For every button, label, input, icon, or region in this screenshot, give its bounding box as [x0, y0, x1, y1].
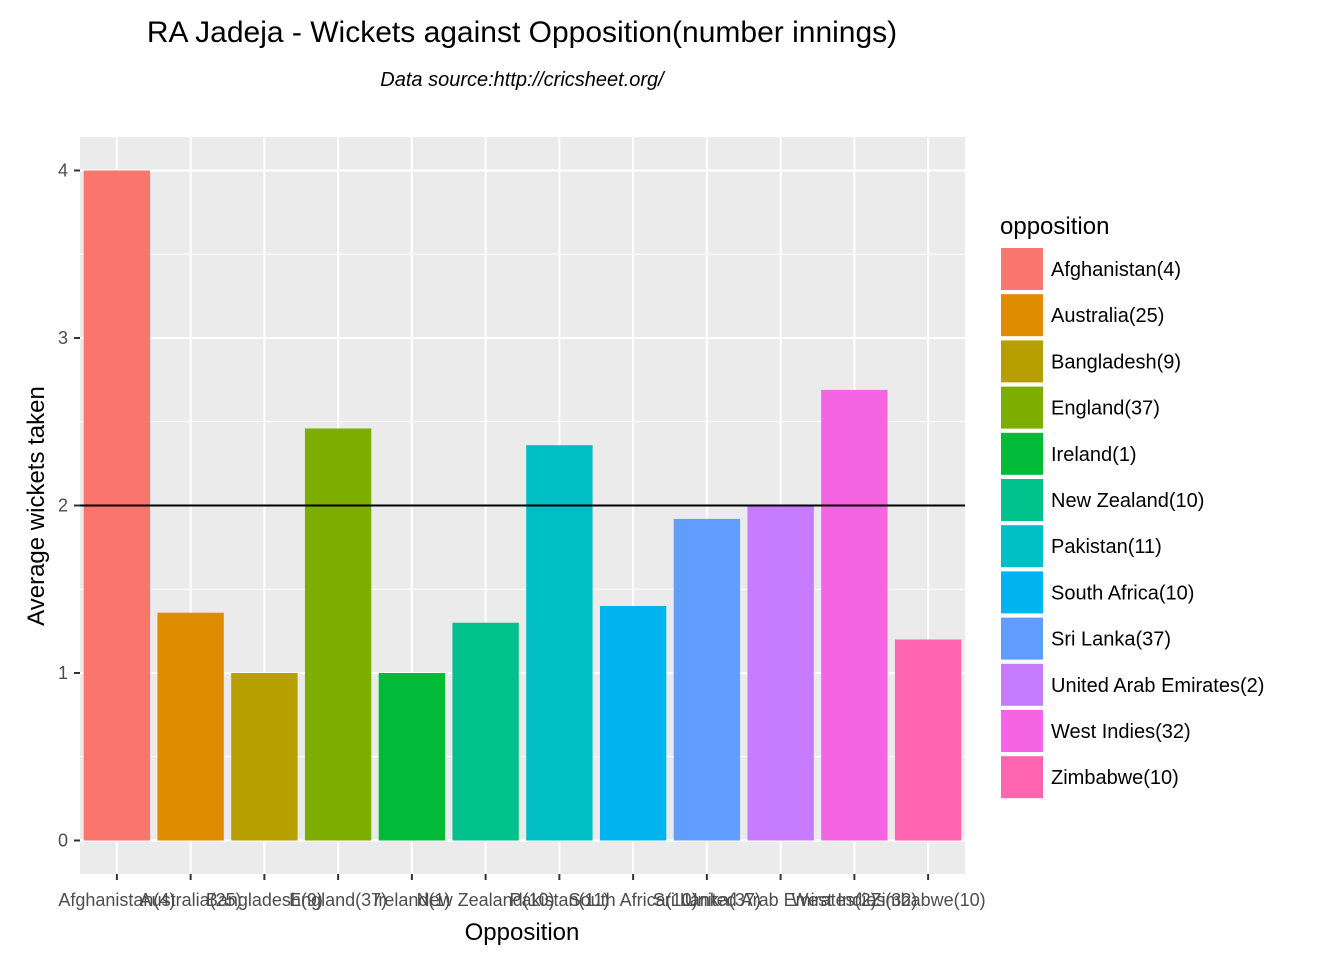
- legend-label: Sri Lanka(37): [1051, 629, 1171, 651]
- legend-key: [1001, 432, 1043, 475]
- legend-label: Zimbabwe(10): [1051, 767, 1179, 789]
- legend-label: Afghanistan(4): [1051, 259, 1181, 281]
- legend-label: Pakistan(11): [1051, 536, 1162, 558]
- legend-label: South Africa(10): [1051, 582, 1194, 604]
- legend-title: opposition: [1000, 213, 1109, 240]
- y-tick-label: 3: [58, 328, 68, 348]
- legend-key: [1001, 710, 1043, 752]
- legend-label: New Zealand(10): [1051, 490, 1204, 512]
- x-tick-label: West Indies(32): [792, 890, 918, 910]
- bar-bangladesh: [231, 673, 298, 841]
- x-tick-label: Ireland(1): [373, 890, 450, 910]
- x-tick-label: Australia(25): [140, 890, 242, 910]
- legend-label: Australia(25): [1051, 305, 1164, 327]
- y-tick-label: 2: [58, 496, 68, 516]
- bar-zimbabwe: [894, 639, 962, 841]
- legend-key: [1001, 617, 1043, 660]
- legend-label: Bangladesh(9): [1051, 351, 1181, 373]
- x-tick-label: Afghanistan(4): [58, 890, 175, 910]
- x-tick-label: England(37): [289, 890, 387, 910]
- y-axis-title: Average wickets taken: [23, 386, 50, 626]
- legend-key: [1001, 340, 1043, 383]
- legend-key: [1001, 756, 1043, 799]
- x-tick-label: Pakistan(11): [510, 890, 610, 910]
- bar-pakistan: [526, 445, 593, 841]
- y-tick-label: 4: [58, 161, 68, 181]
- bar-ireland: [378, 673, 446, 841]
- x-tick-label: Sri Lanka(37): [653, 890, 761, 910]
- legend-label: West Indies(32): [1051, 721, 1191, 743]
- bar-south-africa: [599, 606, 667, 841]
- y-tick-label: 0: [58, 831, 68, 851]
- legend-key: [1001, 248, 1043, 290]
- bar-england: [304, 428, 372, 841]
- x-axis: Afghanistan(4)Australia(25)Bangladesh(9)…: [58, 874, 986, 910]
- legend-key: [1001, 479, 1043, 521]
- legend-key: [1001, 386, 1043, 429]
- x-tick-label: Bangladesh(9): [206, 890, 323, 910]
- x-tick-label: South Africa(10): [569, 890, 698, 910]
- legend-key: [1001, 294, 1043, 337]
- legend-label: Ireland(1): [1051, 444, 1137, 466]
- legend-key: [1001, 571, 1043, 614]
- bar-sri-lanka: [673, 518, 741, 841]
- bar-west-indies: [821, 389, 888, 841]
- chart-subtitle: Data source:http://cricsheet.org/: [380, 69, 666, 91]
- chart-title: RA Jadeja - Wickets against Opposition(n…: [147, 16, 897, 49]
- legend-key: [1001, 525, 1043, 568]
- bar-united-arab-emirates: [747, 505, 814, 841]
- legend-key: [1001, 663, 1043, 706]
- x-tick-label: New Zealand(10): [417, 890, 555, 910]
- legend: opposition Afghanistan(4) Australia(25) Ba…: [1000, 213, 1264, 799]
- bar-new-zealand: [452, 622, 519, 841]
- legend-label: England(37): [1051, 398, 1160, 420]
- x-tick-label: United Arab Emirates(2): [685, 890, 877, 910]
- x-tick-label: Zimbabwe(10): [871, 890, 986, 910]
- legend-label: United Arab Emirates(2): [1051, 675, 1264, 697]
- bar-australia: [157, 612, 224, 841]
- y-tick-label: 1: [58, 663, 68, 683]
- x-axis-title: Opposition: [465, 919, 580, 946]
- y-axis: 0 1 2 3 4: [58, 161, 80, 851]
